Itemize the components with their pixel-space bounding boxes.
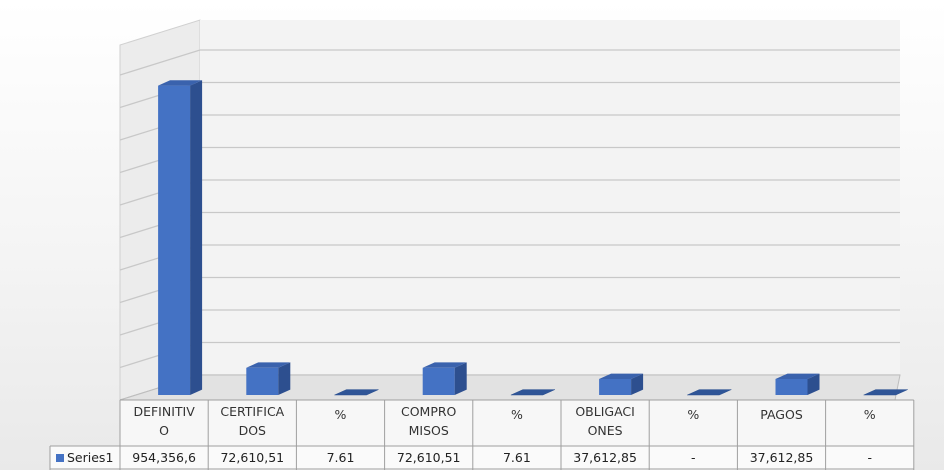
data-value: 72,610,51 <box>397 450 461 465</box>
data-table-row-bg <box>50 446 914 470</box>
bar-flat <box>687 389 732 396</box>
legend-key <box>56 454 64 462</box>
bar-side <box>190 80 203 396</box>
category-label: OBLIGACI ONES <box>575 404 635 438</box>
bar-side <box>278 362 291 395</box>
data-value: 37,612,85 <box>750 450 814 465</box>
data-value: 7.61 <box>503 450 531 465</box>
gridline <box>119 49 900 76</box>
category-label: DEFINITIV O <box>133 404 195 438</box>
data-value: - <box>867 450 872 465</box>
data-value: 72,610,51 <box>220 450 284 465</box>
back-wall <box>200 20 900 375</box>
data-value: - <box>691 450 696 465</box>
legend-series-name: Series1 <box>67 450 113 465</box>
bar-side <box>631 373 644 395</box>
data-value: 954,356,6 <box>132 450 196 465</box>
bar <box>775 378 808 395</box>
data-value: 37,612,85 <box>573 450 637 465</box>
category-label: PAGOS <box>760 407 803 422</box>
bar <box>158 85 191 395</box>
bar-side <box>807 373 820 395</box>
category-label: CERTIFICA DOS <box>220 404 284 438</box>
bar <box>599 378 632 395</box>
data-value: 7.61 <box>327 450 355 465</box>
bar-top <box>599 373 644 379</box>
bar-top <box>158 80 203 86</box>
data-table-header-bg <box>120 400 914 446</box>
bar <box>246 367 279 395</box>
bar-top <box>246 362 291 368</box>
category-label: COMPRO MISOS <box>401 404 457 438</box>
category-label: % <box>511 407 523 422</box>
category-label: % <box>335 407 347 422</box>
bar-flat <box>334 389 379 396</box>
bar-side <box>454 362 467 395</box>
bar <box>422 367 455 395</box>
bar-flat <box>510 389 556 396</box>
category-label: % <box>687 407 699 422</box>
bar-top <box>775 373 820 379</box>
bar-flat <box>863 389 908 396</box>
category-label: % <box>864 407 876 422</box>
bar-top <box>422 362 467 368</box>
